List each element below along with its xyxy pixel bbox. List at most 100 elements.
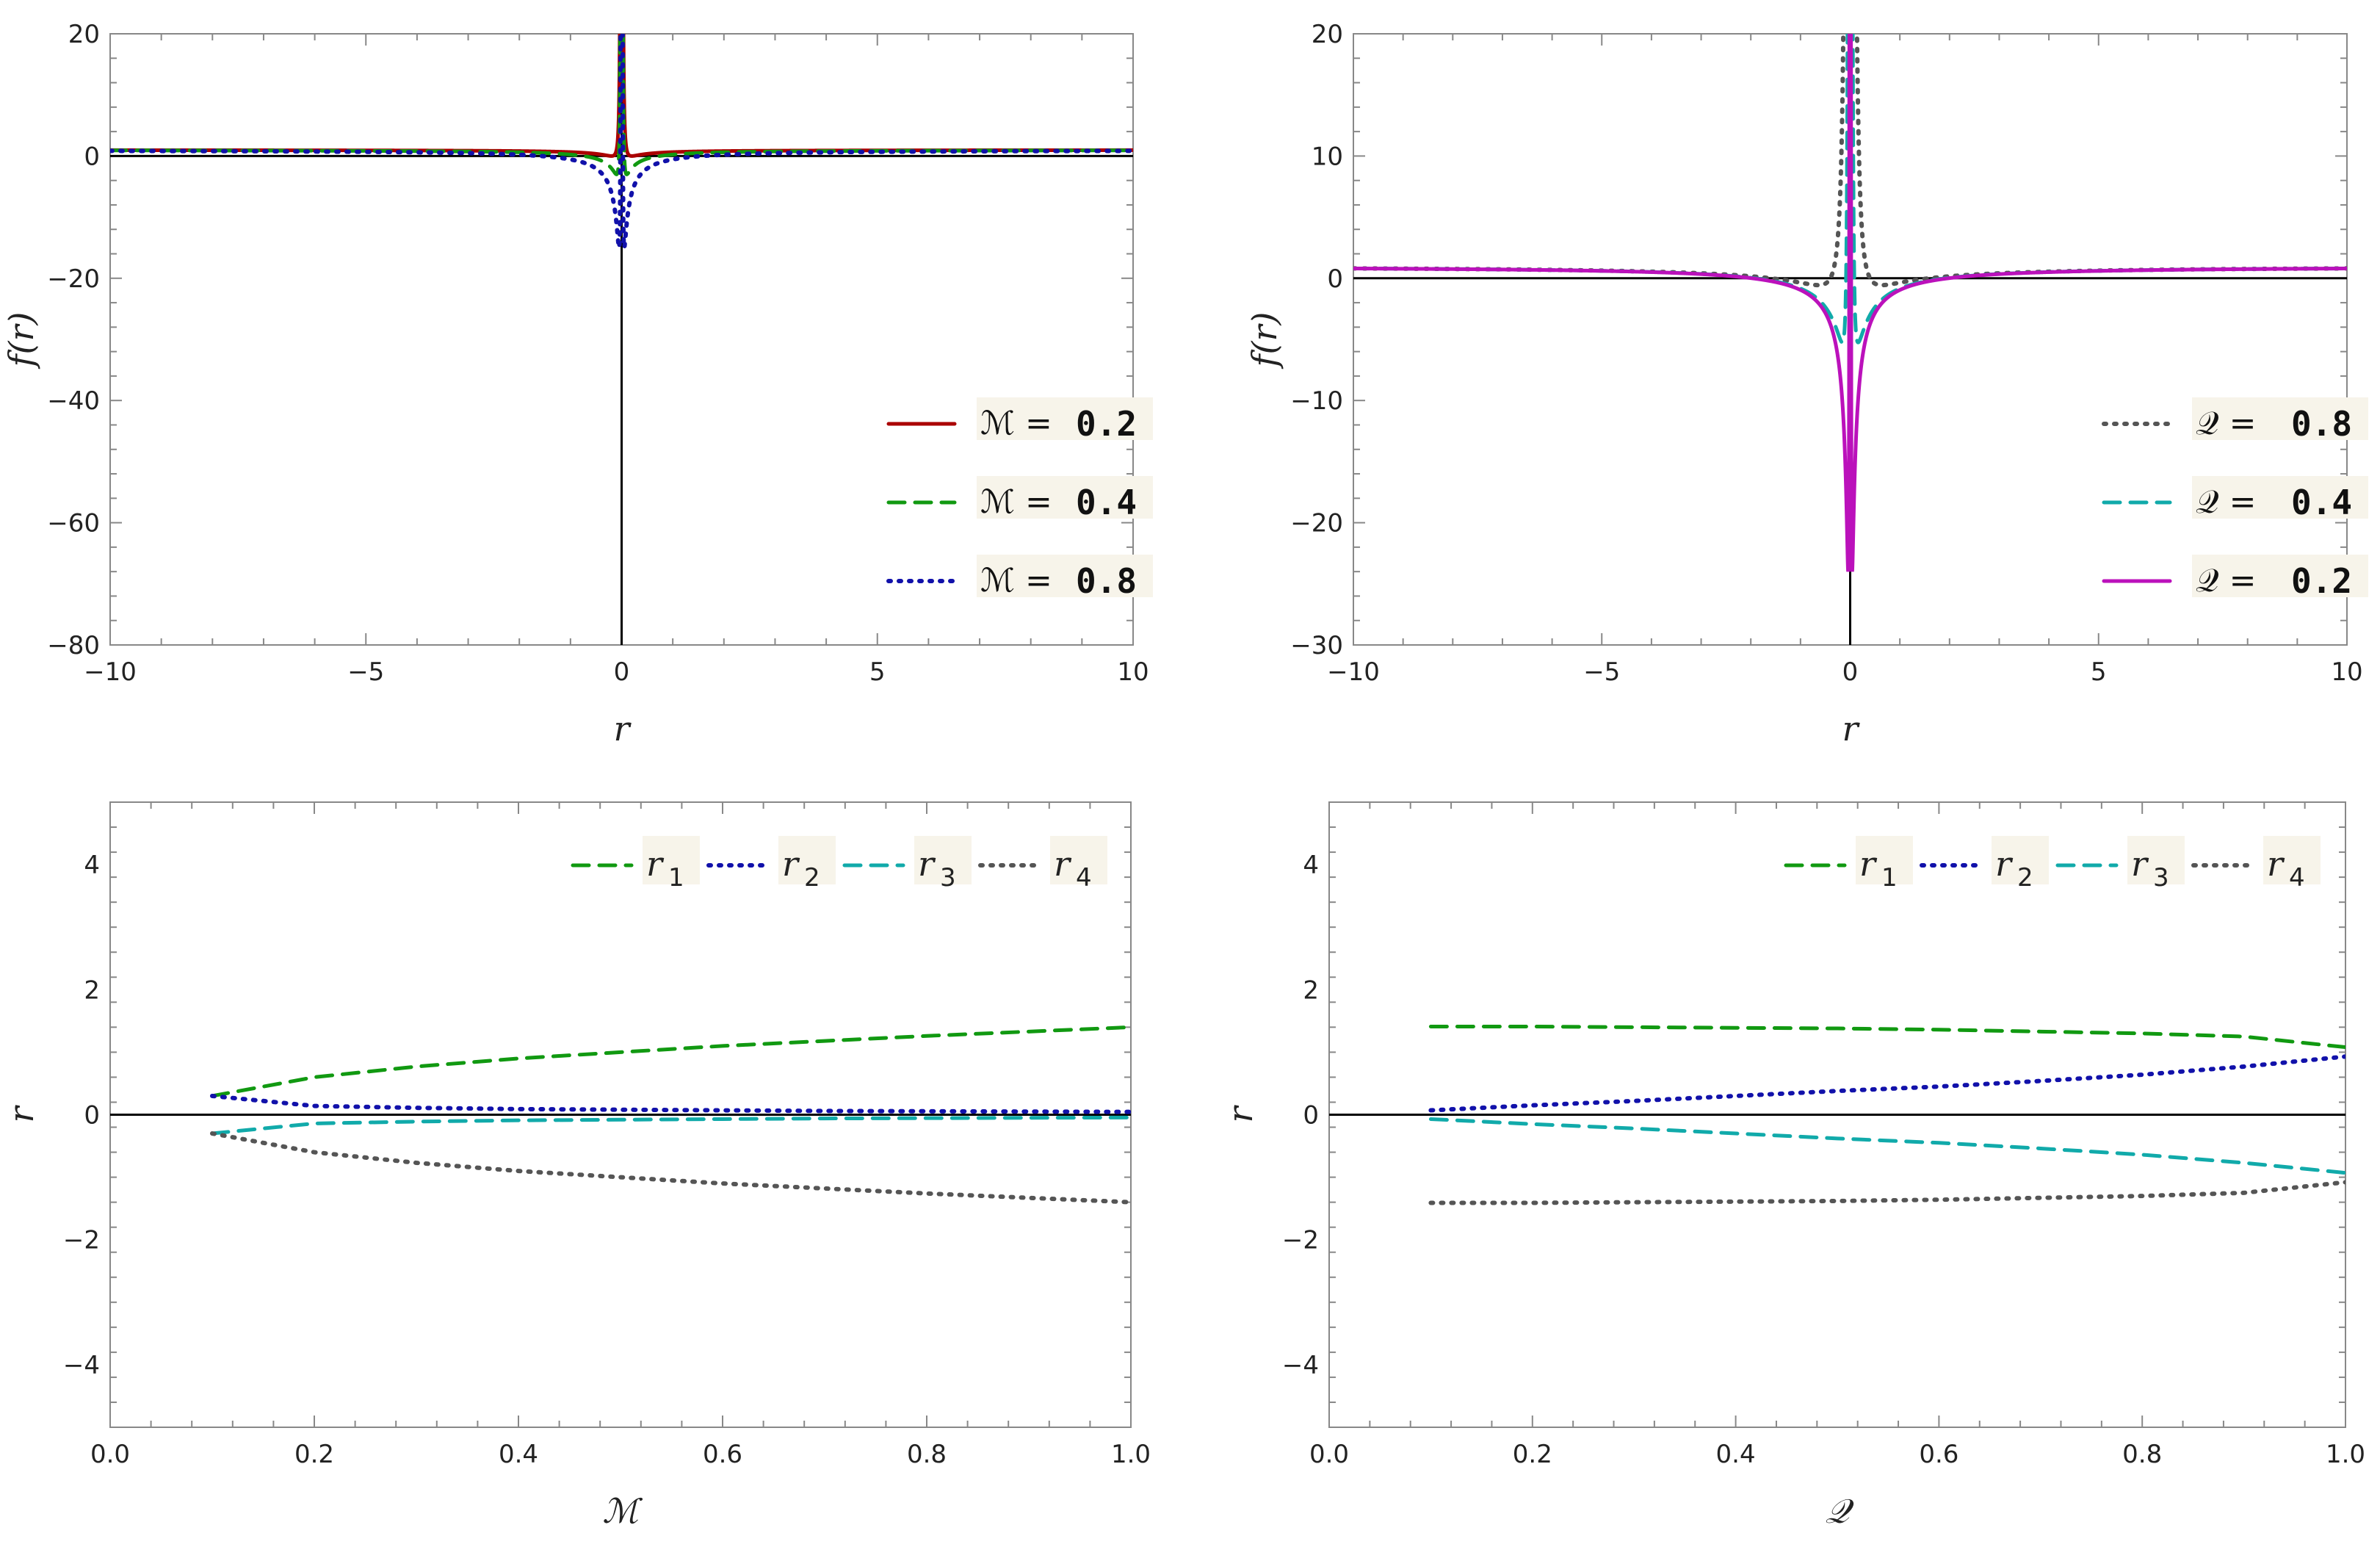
- y-tick-label: −4: [1282, 1351, 1319, 1380]
- x-tick-label: 1.0: [2326, 1440, 2365, 1469]
- panel-f-vs-r-charge: −10 −5 0 5 10 20 10 0 −10 −20 −30 r f(r) 𝒬 = 0.8 𝒬 = 0.4…: [1245, 20, 2368, 749]
- x-axis-label: r: [614, 709, 632, 749]
- x-tick-label: −10: [1327, 657, 1380, 687]
- series-line-r3: [1428, 1117, 2345, 1175]
- y-tick-label: −40: [47, 386, 100, 416]
- x-tick-label: 10: [1117, 657, 1149, 687]
- legend-background: [977, 476, 1153, 519]
- series-line-m-0-2: [110, 34, 622, 158]
- x-tick-label: 0.0: [1309, 1440, 1349, 1469]
- x-tick-label: 0.6: [703, 1440, 742, 1469]
- legend-value: 0.4: [2291, 483, 2352, 522]
- series-line-m-0-4: [110, 34, 622, 176]
- legend-background: [977, 555, 1153, 597]
- y-tick-label: −2: [1282, 1226, 1319, 1255]
- legend-subscript: 1: [1881, 863, 1898, 892]
- legend-background: [2127, 836, 2185, 884]
- series-line-r2: [210, 1093, 1131, 1114]
- y-axis-label: r: [1, 1105, 41, 1123]
- x-tick-label: 0.4: [1716, 1440, 1756, 1469]
- x-tick-label: −10: [84, 657, 137, 687]
- x-tick-label: 0.8: [2122, 1440, 2162, 1469]
- x-tick-label: 0.2: [1513, 1440, 1552, 1469]
- x-tick-label: 0.2: [294, 1440, 334, 1469]
- y-tick-label: 0: [1327, 264, 1343, 294]
- legend-value: 0.2: [1076, 404, 1137, 444]
- legend-label: ℳ =: [980, 562, 1052, 599]
- legend-label: r: [646, 844, 665, 884]
- y-tick-label: 10: [1312, 142, 1343, 171]
- y-tick-label: −20: [47, 264, 100, 294]
- series-line-m-0-8: [620, 34, 1133, 253]
- series-line-r3: [210, 1115, 1131, 1136]
- legend-subscript: 4: [1076, 863, 1092, 892]
- y-tick-label: 20: [1312, 20, 1343, 49]
- x-tick-label: 0.0: [90, 1440, 130, 1469]
- legend-value: 0.2: [2291, 561, 2352, 601]
- x-tick-label: −5: [1583, 657, 1620, 687]
- y-tick-label: −2: [63, 1226, 100, 1255]
- legend-label: r: [1859, 844, 1878, 884]
- legend-label: ℳ =: [980, 483, 1052, 521]
- y-tick-label: −60: [47, 509, 100, 538]
- x-axis-label: ℳ: [602, 1491, 643, 1531]
- x-tick-label: 0.8: [907, 1440, 947, 1469]
- legend-subscript: 2: [2017, 863, 2033, 892]
- series-line-r1: [1428, 1025, 2345, 1050]
- legend-background: [1050, 836, 1107, 884]
- y-tick-label: 4: [84, 851, 100, 880]
- x-axis-label: 𝒬: [1825, 1491, 1854, 1531]
- legend-label: r: [1054, 844, 1072, 884]
- y-tick-label: 2: [1303, 976, 1319, 1005]
- y-tick-label: −20: [1290, 509, 1343, 538]
- series-line-q-0-4: [1353, 34, 1850, 345]
- x-tick-label: 5: [2091, 657, 2107, 687]
- y-tick-label: −10: [1290, 386, 1343, 416]
- series-line-r4: [210, 1131, 1131, 1205]
- y-tick-label: 0: [84, 1101, 100, 1130]
- y-axis-label: f(r): [1, 312, 41, 369]
- x-tick-label: 0: [1842, 657, 1859, 687]
- x-tick-label: 0.4: [499, 1440, 538, 1469]
- y-tick-label: 4: [1303, 851, 1319, 880]
- legend-background: [914, 836, 972, 884]
- legend-background: [2263, 836, 2321, 884]
- legend-subscript: 4: [2289, 863, 2305, 892]
- legend-label: 𝒬 =: [2196, 483, 2256, 521]
- y-tick-label: 0: [1303, 1101, 1319, 1130]
- legend-subscript: 3: [940, 863, 956, 892]
- legend-background: [778, 836, 836, 884]
- y-tick-label: 20: [68, 20, 100, 49]
- series-line-r4: [1428, 1180, 2345, 1205]
- legend-subscript: 3: [2153, 863, 2169, 892]
- legend-label: r: [782, 844, 800, 884]
- legend-label: r: [918, 844, 936, 884]
- y-tick-label: 0: [84, 142, 100, 171]
- series-line-q-0-2: [1849, 34, 2347, 572]
- series-line-r2: [1428, 1054, 2345, 1113]
- legend-subscript: 1: [668, 863, 684, 892]
- legend-background: [643, 836, 700, 884]
- y-tick-label: 2: [84, 976, 100, 1005]
- legend-value: 0.8: [2291, 404, 2352, 444]
- series-line-m-0-2: [621, 34, 1133, 158]
- x-tick-label: −5: [347, 657, 384, 687]
- legend-label: r: [2131, 844, 2149, 884]
- legend-background: [1856, 836, 1913, 884]
- legend-value: 0.4: [1076, 483, 1137, 522]
- y-tick-label: −4: [63, 1351, 100, 1380]
- panel-f-vs-r-mass: −10 −5 0 5 10 20 0 −20 −40 −60 −80 r f(r) ℳ = 0.2 ℳ = 0.…: [1, 20, 1153, 749]
- x-axis-label: r: [1842, 709, 1861, 749]
- legend-background: [1992, 836, 2049, 884]
- legend-label: r: [2267, 844, 2285, 884]
- legend-value: 0.8: [1076, 561, 1137, 601]
- x-tick-label: 1.0: [1111, 1440, 1151, 1469]
- x-tick-label: 10: [2331, 657, 2362, 687]
- legend-label: 𝒬 =: [2196, 562, 2256, 599]
- legend-background: [2192, 476, 2368, 519]
- legend-background: [2192, 555, 2368, 597]
- y-tick-label: −30: [1290, 631, 1343, 660]
- series-line-m-0-8: [110, 34, 623, 253]
